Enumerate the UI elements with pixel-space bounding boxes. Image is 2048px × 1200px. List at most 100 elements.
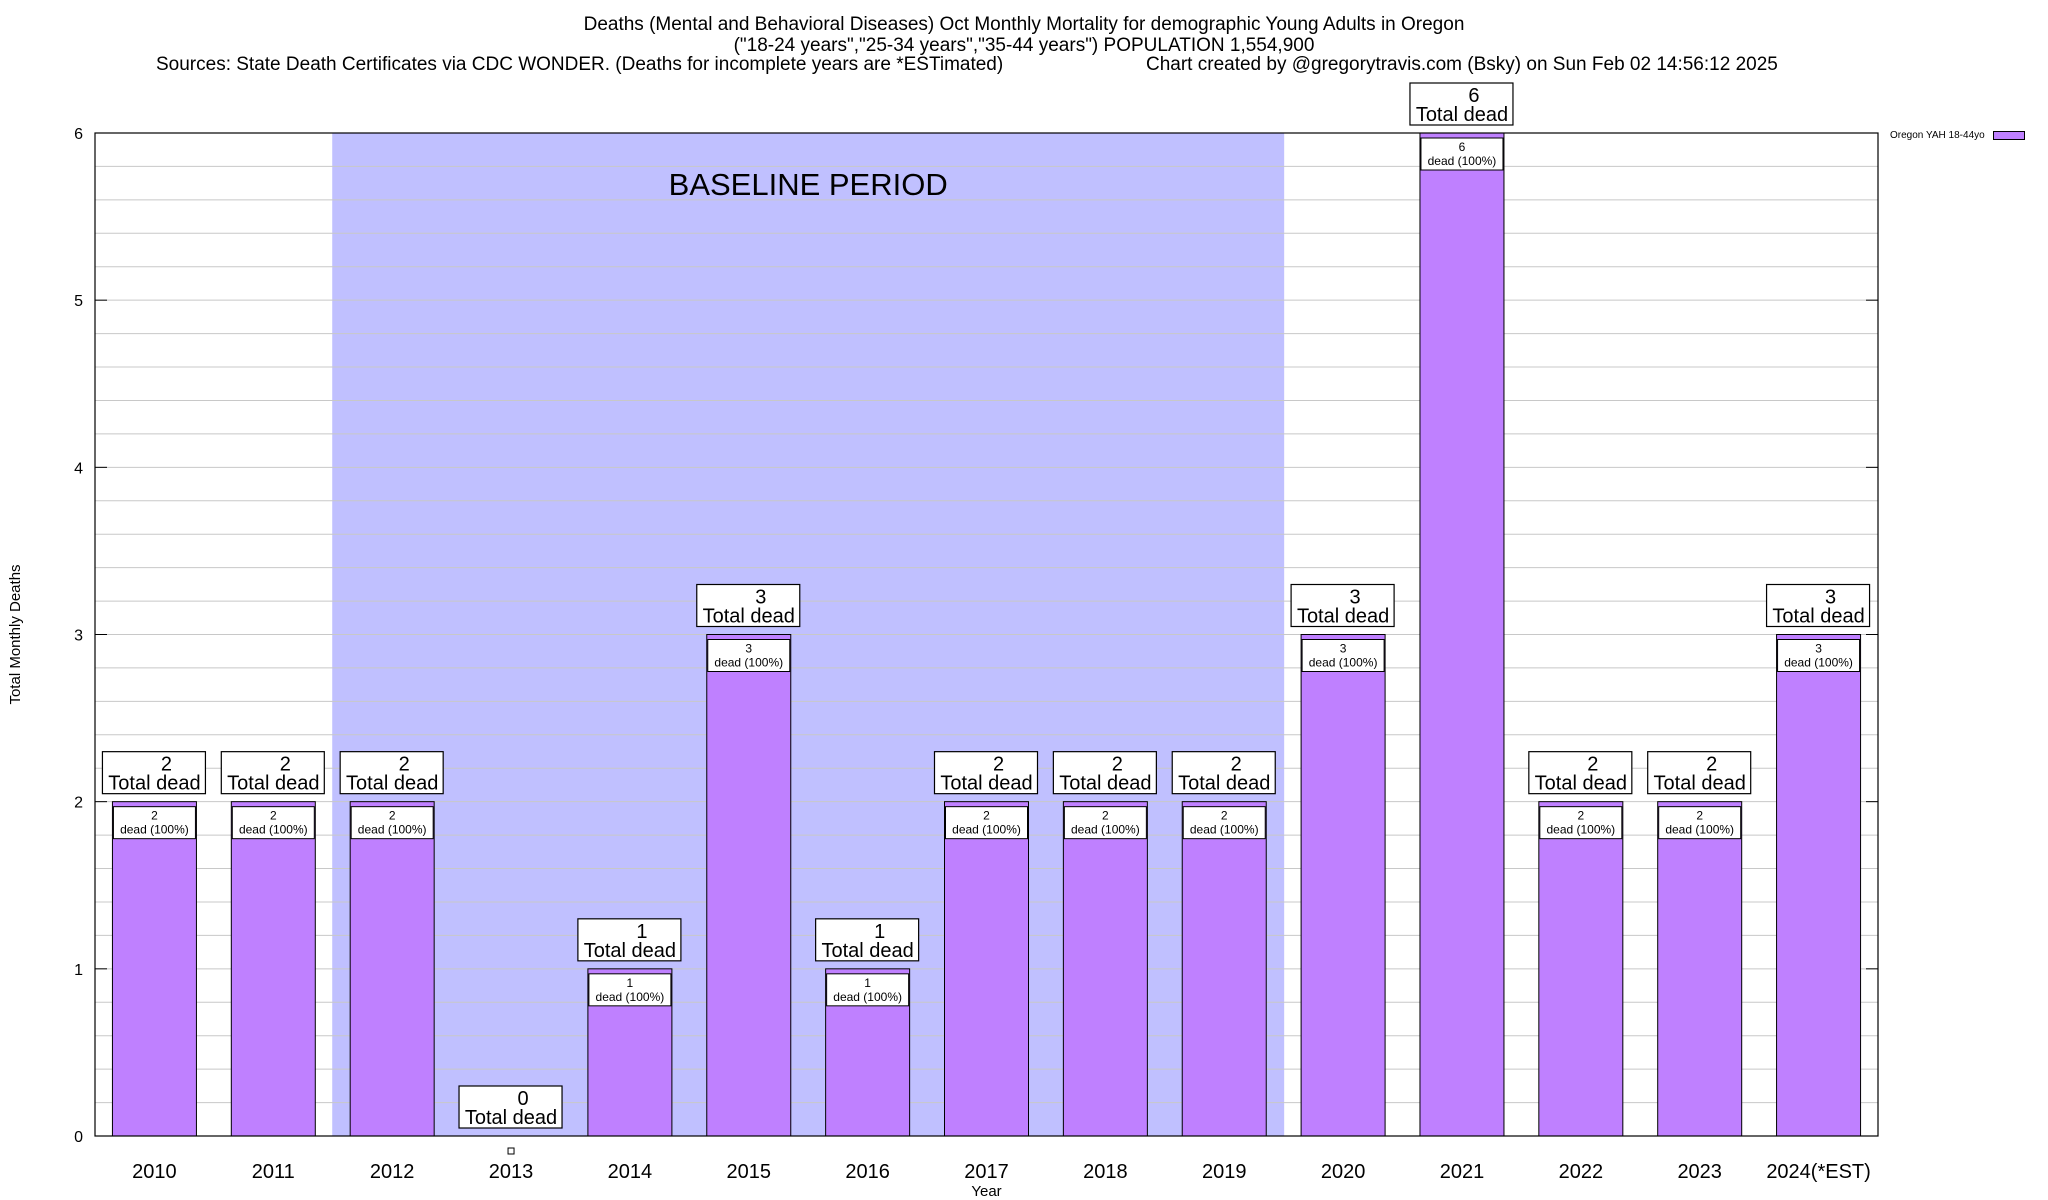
x-tick-label: 2024(*EST): [1766, 1161, 1871, 1183]
bar-top-value: 2: [280, 754, 291, 776]
bar-top-label-box: [339, 751, 444, 795]
bar-inner-label: dead (100%): [833, 990, 902, 1004]
bar-inner-label-box: [1658, 806, 1742, 840]
x-tick-label: 2023: [1677, 1161, 1722, 1183]
bar-top-label-box: [696, 583, 801, 628]
bar: [1538, 801, 1624, 1137]
x-tick-label: 2013: [489, 1161, 534, 1183]
chart-credit: Chart created by @gregorytravis.com (Bsk…: [1146, 54, 1778, 75]
bar-inner-value: 6: [1459, 140, 1466, 154]
bar-inner-label: dead (100%): [1071, 823, 1140, 837]
x-tick-label: 2021: [1440, 1161, 1485, 1183]
x-tick-label: 2010: [132, 1161, 177, 1183]
bar-inner-label-box: [707, 639, 791, 672]
bar-top-value: 2: [1706, 754, 1717, 776]
bar-inner-label: dead (100%): [1665, 823, 1734, 837]
bar-inner-label: dead (100%): [714, 656, 783, 670]
plot-frame: [94, 132, 1879, 1137]
bar-top-label: Total dead: [1416, 104, 1508, 126]
y-tick-label: 6: [74, 126, 83, 143]
bar-top-label: Total dead: [584, 940, 676, 962]
x-tick-label: 2019: [1202, 1161, 1247, 1183]
bar-top-value: 1: [636, 921, 647, 943]
bar-top-value: 6: [1468, 85, 1479, 107]
bar-inner-value: 2: [1696, 809, 1703, 823]
bar-top-label: Total dead: [1059, 773, 1151, 795]
bar-inner-label: dead (100%): [1309, 656, 1378, 670]
y-tick-label: 2: [74, 795, 83, 812]
bar-top-label: Total dead: [1654, 773, 1746, 795]
bar-inner-label-box: [1777, 639, 1861, 672]
bar-top-label-box: [220, 751, 325, 795]
bar-top-label: Total dead: [703, 606, 795, 628]
bar-inner-label-box: [1063, 806, 1147, 840]
bar-inner-value: 2: [1221, 809, 1228, 823]
bar-inner-label-box: [945, 806, 1028, 840]
bar-inner-label: dead (100%): [120, 823, 189, 837]
bar-top-value: 2: [1112, 754, 1123, 776]
bar-top-label-box: [1409, 82, 1514, 126]
bar: [1657, 801, 1743, 1137]
x-tick-label: 2015: [727, 1161, 772, 1183]
bar-inner-label: dead (100%): [1784, 656, 1853, 670]
bar-top-label-box: [1528, 751, 1633, 795]
x-tick-label: 2016: [845, 1161, 890, 1183]
bar-top-value: 3: [1350, 587, 1361, 609]
y-tick-label: 3: [74, 628, 83, 645]
bar: [706, 634, 792, 1137]
bar-top-value: 3: [755, 587, 766, 609]
bar-top-value: 0: [517, 1088, 528, 1110]
bar-inner-label-box: [1182, 806, 1266, 840]
chart-title: Deaths (Mental and Behavioral Diseases) …: [583, 14, 1465, 35]
bar-top-value: 2: [1587, 754, 1598, 776]
bar-top-label: Total dead: [1772, 606, 1864, 628]
bar-top-label-box: [1647, 751, 1752, 795]
bar-inner-label: dead (100%): [596, 990, 665, 1004]
bar-top-label: Total dead: [227, 773, 319, 795]
bar: [1181, 801, 1267, 1137]
bar-top-label: Total dead: [1178, 773, 1270, 795]
bar-inner-label-box: [1420, 137, 1504, 171]
bar-top-label-box: [933, 751, 1039, 795]
bar-top-label: Total dead: [108, 773, 200, 795]
bar: [111, 801, 197, 1137]
bar-inner-label: dead (100%): [1428, 154, 1497, 168]
bar-inner-label-box: [231, 806, 315, 840]
x-tick-label: 2018: [1083, 1161, 1128, 1183]
bar-top-label-box: [101, 751, 207, 795]
bar-top-label-box: [1171, 751, 1276, 795]
bar-inner-label-box: [1301, 639, 1385, 672]
bar-top-label: Total dead: [346, 773, 438, 795]
legend-label: Oregon YAH 18-44yo: [1890, 130, 1985, 141]
bar-top-label-box: [815, 918, 920, 962]
bar-inner-value: 2: [1577, 809, 1584, 823]
x-tick-label: 2014: [608, 1161, 653, 1183]
bar-inner-value: 2: [270, 809, 277, 823]
bar-top-label-box: [577, 918, 682, 962]
x-tick-label: 2012: [370, 1161, 415, 1183]
bar: [1062, 801, 1148, 1137]
legend-swatch: [1992, 131, 2025, 140]
bar-top-label-box: [1765, 583, 1871, 628]
bar-inner-value: 3: [1340, 642, 1347, 656]
bar: [1776, 634, 1862, 1137]
bar-inner-value: 1: [864, 976, 871, 990]
bar-inner-value: 3: [745, 642, 752, 656]
y-tick-label: 1: [74, 962, 83, 979]
bar-inner-value: 2: [1102, 809, 1109, 823]
bar-top-label-box: [1290, 583, 1395, 628]
bar: [349, 801, 435, 1137]
bar: [1300, 634, 1386, 1137]
bar-inner-value: 2: [389, 809, 396, 823]
x-tick-label: 2020: [1321, 1161, 1366, 1183]
x-axis-label: Year: [971, 1183, 1001, 1200]
bar-inner-value: 1: [627, 976, 634, 990]
bar-top-label-box: [1052, 751, 1157, 795]
chart-subtitle: ("18-24 years","25-34 years","35-44 year…: [733, 35, 1315, 56]
bar-inner-label: dead (100%): [358, 823, 427, 837]
x-tick-label: 2011: [252, 1161, 295, 1183]
bar-top-label: Total dead: [821, 940, 913, 962]
bar-top-label-box: [458, 1085, 563, 1129]
bar: [230, 801, 316, 1137]
